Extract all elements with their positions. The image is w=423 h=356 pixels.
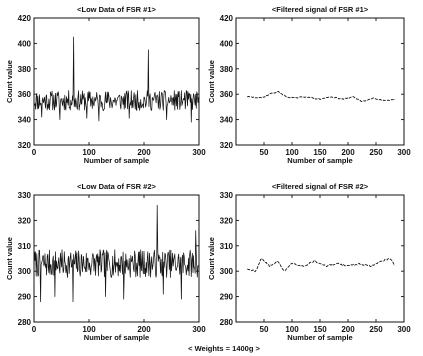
x-tick-label: 300 bbox=[397, 148, 411, 157]
x-tick-label: 300 bbox=[192, 148, 206, 157]
x-tick-label: 50 bbox=[260, 148, 269, 157]
x-tick-label: 50 bbox=[260, 325, 269, 334]
y-axis-label: Count value bbox=[5, 237, 14, 280]
raw-signal-line bbox=[33, 204, 200, 303]
x-axis-label: Number of sample bbox=[287, 156, 352, 165]
y-tick-label: 300 bbox=[18, 267, 32, 276]
chart-title: <Filtered signal of FSR #2> bbox=[272, 182, 369, 191]
x-tick-label: 200 bbox=[341, 148, 355, 157]
footer-caption: < Weights = 1400g > bbox=[188, 344, 260, 353]
y-tick-label: 290 bbox=[220, 293, 234, 302]
chart-panel-2: <Filtered signal of FSR #1> 320 340 360 380 4… bbox=[207, 5, 411, 165]
y-tick-label: 420 bbox=[18, 14, 32, 23]
y-tick-label: 330 bbox=[18, 191, 32, 200]
x-tick-label: 200 bbox=[137, 148, 151, 157]
filtered-signal-line bbox=[247, 258, 396, 273]
y-tick-label: 280 bbox=[220, 318, 234, 327]
filtered-signal-line bbox=[246, 90, 396, 102]
x-tick-label: 200 bbox=[137, 325, 151, 334]
plot-frame bbox=[235, 17, 405, 146]
y-tick-label: 320 bbox=[220, 141, 234, 150]
x-tick-label: 300 bbox=[192, 325, 206, 334]
x-tick-label: 250 bbox=[369, 148, 383, 157]
y-tick-label: 340 bbox=[18, 116, 32, 125]
x-tick-label: 0 bbox=[32, 325, 37, 334]
x-axis-label: Number of sample bbox=[84, 156, 149, 165]
x-tick-label: 100 bbox=[82, 148, 96, 157]
y-tick-label: 330 bbox=[220, 191, 234, 200]
y-axis-label: Count value bbox=[207, 237, 216, 280]
x-tick-label: 100 bbox=[82, 325, 96, 334]
x-tick-label: 100 bbox=[285, 325, 299, 334]
y-tick-label: 380 bbox=[18, 65, 32, 74]
chart-panel-1: <Low Data of FSR #1> 320 340 360 380 400 420 0 1… bbox=[5, 5, 206, 165]
raw-signal-line bbox=[33, 36, 200, 123]
y-tick-label: 400 bbox=[18, 39, 32, 48]
x-tick-label: 0 bbox=[32, 148, 37, 157]
y-axis-label: Count value bbox=[207, 60, 216, 103]
chart-panel-4: <Filtered signal of FSR #2> 280 290 300 310 3… bbox=[207, 182, 411, 342]
plot-frame bbox=[33, 17, 200, 146]
y-tick-label: 290 bbox=[18, 293, 32, 302]
x-tick-label: 200 bbox=[341, 325, 355, 334]
x-tick-label: 300 bbox=[397, 325, 411, 334]
y-tick-label: 360 bbox=[220, 90, 234, 99]
chart-title: <Filtered signal of FSR #1> bbox=[272, 5, 369, 14]
y-tick-label: 300 bbox=[220, 267, 234, 276]
y-tick-label: 280 bbox=[18, 318, 32, 327]
y-tick-label: 380 bbox=[220, 65, 234, 74]
y-tick-label: 320 bbox=[18, 216, 32, 225]
y-tick-label: 400 bbox=[220, 39, 234, 48]
y-tick-label: 320 bbox=[18, 141, 32, 150]
x-axis-label: Number of sample bbox=[287, 333, 352, 342]
x-tick-label: 100 bbox=[285, 148, 299, 157]
x-axis-label: Number of sample bbox=[84, 333, 149, 342]
y-tick-label: 310 bbox=[220, 242, 234, 251]
y-tick-label: 310 bbox=[18, 242, 32, 251]
x-tick-label: 150 bbox=[313, 325, 327, 334]
y-tick-label: 360 bbox=[18, 90, 32, 99]
y-axis-label: Count value bbox=[5, 60, 14, 103]
x-tick-label: 150 bbox=[313, 148, 327, 157]
chart-panel-3: <Low Data of FSR #2> 280 290 300 310 320 330 0 1… bbox=[5, 182, 206, 342]
y-tick-label: 320 bbox=[220, 216, 234, 225]
y-tick-label: 340 bbox=[220, 116, 234, 125]
chart-title: <Low Data of FSR #2> bbox=[77, 182, 156, 191]
y-tick-label: 420 bbox=[220, 14, 234, 23]
x-tick-label: 250 bbox=[369, 325, 383, 334]
chart-title: <Low Data of FSR #1> bbox=[77, 5, 156, 14]
